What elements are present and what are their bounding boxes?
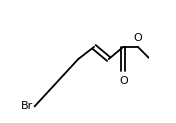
Text: Br: Br	[21, 101, 33, 111]
Text: O: O	[119, 76, 128, 86]
Text: O: O	[133, 33, 142, 43]
